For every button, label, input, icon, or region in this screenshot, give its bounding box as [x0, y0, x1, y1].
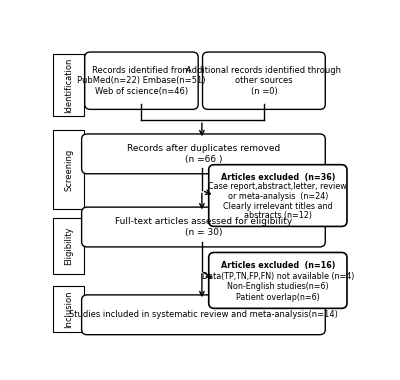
FancyBboxPatch shape — [53, 218, 84, 274]
Text: Clearly irrelevant titles and: Clearly irrelevant titles and — [223, 202, 333, 211]
Text: Articles excluded  (n=36): Articles excluded (n=36) — [221, 173, 335, 182]
Text: Records identified from
PubMed(n=22) Embase(n=51)
Web of science(n=46): Records identified from PubMed(n=22) Emb… — [77, 66, 206, 96]
FancyBboxPatch shape — [209, 165, 347, 226]
Text: Identification: Identification — [64, 57, 73, 113]
Text: Data(TP,TN,FP,FN) not available (n=4): Data(TP,TN,FP,FN) not available (n=4) — [202, 272, 354, 281]
Text: Patient overlap(n=6): Patient overlap(n=6) — [236, 293, 320, 302]
FancyBboxPatch shape — [209, 252, 347, 308]
Text: or meta-analysis  (n=24): or meta-analysis (n=24) — [228, 192, 328, 201]
FancyBboxPatch shape — [53, 130, 84, 209]
Text: Inclusion: Inclusion — [64, 290, 73, 328]
Text: Full-text articles assessed for eligibility
(n = 30): Full-text articles assessed for eligibil… — [115, 217, 292, 237]
FancyBboxPatch shape — [202, 52, 325, 109]
FancyBboxPatch shape — [82, 295, 325, 335]
FancyBboxPatch shape — [53, 285, 84, 332]
Text: Records after duplicates removed
(n =66 ): Records after duplicates removed (n =66 … — [127, 144, 280, 163]
FancyBboxPatch shape — [82, 134, 325, 174]
Text: Additional records identified through
other sources
(n =0): Additional records identified through ot… — [186, 66, 341, 96]
Text: abstracts (n=12): abstracts (n=12) — [244, 211, 312, 220]
Text: Non-English studies(n=6): Non-English studies(n=6) — [227, 282, 329, 291]
Text: Articles excluded  (n=16): Articles excluded (n=16) — [221, 261, 335, 270]
Text: Screening: Screening — [64, 149, 73, 191]
FancyBboxPatch shape — [53, 54, 84, 116]
FancyBboxPatch shape — [85, 52, 198, 109]
Text: Eligibility: Eligibility — [64, 227, 73, 265]
FancyBboxPatch shape — [82, 207, 325, 247]
Text: Case report,abstract,letter, review: Case report,abstract,letter, review — [208, 182, 347, 192]
Text: Studies included in systematic review and meta-analysis(n=14): Studies included in systematic review an… — [69, 310, 338, 319]
